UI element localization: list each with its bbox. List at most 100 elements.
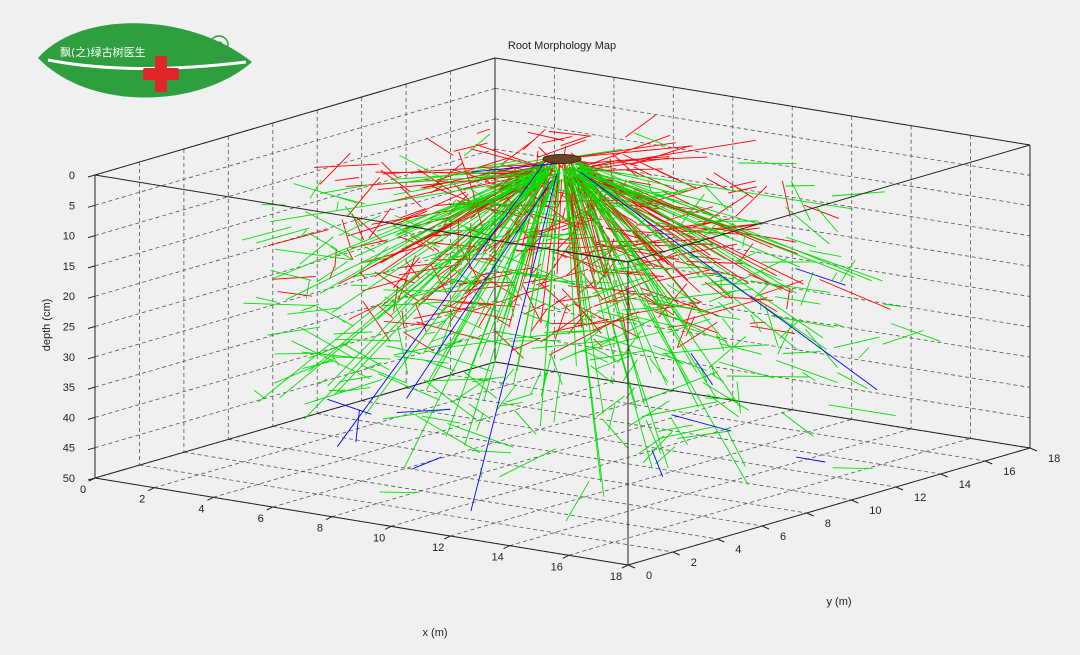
root-segment: [580, 168, 663, 172]
root-segment: [425, 331, 436, 335]
root-segment: [447, 422, 514, 448]
root-segment: [384, 296, 398, 305]
root-segment: [561, 287, 614, 310]
root-segment: [468, 403, 491, 420]
root-segment: [785, 185, 815, 187]
root-segment: [338, 174, 546, 285]
root-segment: [580, 171, 878, 391]
x-tick-mark: [444, 535, 451, 540]
root-segment: [832, 467, 873, 470]
z-axis-label: depth (cm): [41, 299, 53, 352]
root-segment: [653, 345, 674, 354]
root-segment: [708, 336, 746, 369]
root-segment: [579, 162, 782, 291]
root-segment: [352, 246, 389, 279]
root-segment: [632, 266, 714, 270]
root-segment: [334, 195, 366, 205]
root-segment: [470, 173, 558, 512]
root-segment: [423, 379, 477, 420]
root-segment: [688, 272, 730, 279]
root-segment: [628, 400, 670, 427]
y-tick-label: 0: [646, 570, 652, 582]
tree-trunk: [542, 154, 582, 164]
root-segment: [422, 168, 551, 355]
root-segment: [495, 317, 509, 327]
root-segment: [679, 193, 705, 227]
root-segment: [365, 362, 382, 369]
root-segment: [341, 219, 351, 248]
root-segment: [405, 261, 420, 279]
root-segment: [475, 227, 535, 244]
root-segment: [579, 169, 855, 278]
root-segment: [291, 340, 371, 380]
root-segment: [307, 232, 337, 249]
z-tick-mark: [87, 447, 96, 451]
root-segment: [433, 247, 440, 252]
y-tick-mark: [1029, 447, 1038, 452]
root-segment: [469, 176, 544, 212]
root-segment: [393, 167, 544, 196]
root-segment: [783, 351, 821, 354]
root-segment: [464, 133, 491, 157]
root-segment: [450, 164, 552, 211]
z-tick-mark: [87, 416, 96, 420]
axes-grid: [94, 57, 1031, 566]
root-segment: [378, 373, 440, 401]
root-segment: [883, 303, 902, 307]
root-segment: [344, 205, 362, 227]
root-segment: [576, 139, 756, 170]
root-segment: [529, 296, 560, 311]
root-segment: [299, 229, 307, 239]
root-segment: [452, 201, 492, 210]
root-segment: [406, 180, 552, 399]
x-tick-mark: [207, 496, 214, 501]
root-segment: [713, 172, 754, 199]
root-segment: [427, 242, 478, 248]
floor-gridline: [228, 438, 763, 527]
root-segment: [592, 277, 645, 294]
root-segment: [304, 170, 546, 420]
root-segment: [730, 180, 756, 188]
root-segment: [464, 164, 552, 446]
root-segment: [272, 276, 316, 280]
root-segment: [722, 230, 727, 233]
root-segment: [404, 176, 551, 468]
brand-logo: 飘(之)绿古树医生 R: [38, 23, 252, 98]
root-segment: [705, 397, 735, 400]
back-wall-gridline: [494, 331, 1031, 419]
root-segment: [522, 128, 546, 151]
root-segment: [436, 309, 458, 329]
side-wall-gridline: [94, 240, 496, 358]
x-tick-mark: [88, 477, 96, 482]
root-segment: [494, 330, 537, 340]
root-segment: [305, 211, 364, 242]
x-tick-mark: [325, 516, 333, 521]
root-segment: [448, 264, 478, 288]
root-segment: [579, 166, 853, 210]
root-segment: [453, 142, 488, 152]
root-segment: [608, 404, 616, 431]
root-segment: [701, 276, 737, 286]
root-segment: [593, 338, 604, 348]
root-segment: [500, 168, 551, 229]
root-segment: [499, 401, 523, 407]
root-segment: [659, 425, 716, 439]
root-segment: [563, 158, 588, 327]
back-wall-gridline: [494, 209, 1031, 297]
root-segment: [540, 371, 547, 397]
root-segment: [571, 172, 604, 211]
root-segment: [400, 208, 426, 219]
root-segment: [579, 168, 702, 312]
root-segment: [470, 188, 487, 201]
root-segment: [496, 170, 559, 323]
root-segment: [662, 345, 740, 355]
root-segment: [368, 207, 392, 239]
root-segment: [772, 315, 835, 328]
root-segment: [436, 338, 465, 354]
root-segment: [253, 389, 266, 399]
root-segment: [330, 246, 353, 260]
root-segment: [458, 273, 512, 286]
root-segment: [318, 378, 328, 385]
root-segment: [625, 296, 699, 311]
x-tick-label: 18: [610, 571, 622, 583]
